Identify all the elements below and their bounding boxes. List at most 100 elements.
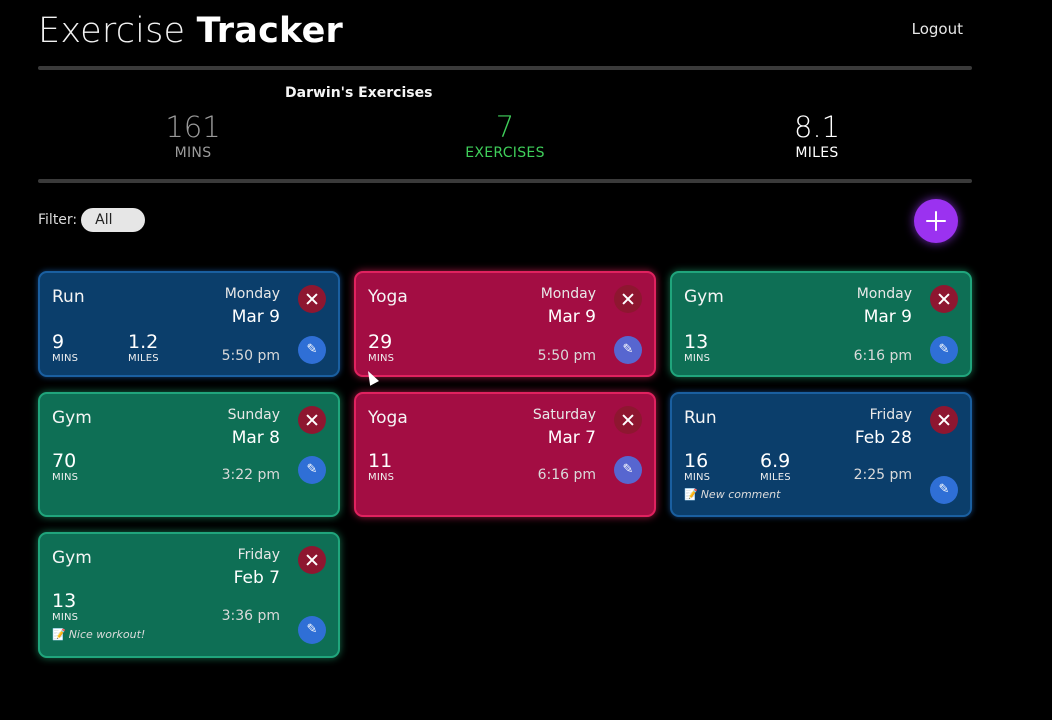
exercise-card: Yoga Monday Mar 9 29 MINS 5:50 pm ✎ <box>354 271 656 377</box>
delete-button[interactable] <box>298 546 326 574</box>
card-miles-value: 6.9 <box>760 450 791 472</box>
card-type: Yoga <box>368 408 408 428</box>
owner-label: Darwin's Exercises <box>285 85 433 101</box>
card-type: Yoga <box>368 287 408 307</box>
delete-button[interactable] <box>298 406 326 434</box>
exercise-card: Run Friday Feb 28 16 MINS 6.9 MILES 2:25… <box>670 392 972 517</box>
pencil-icon: ✎ <box>306 622 318 637</box>
card-date: Mar 9 <box>231 307 280 327</box>
edit-button[interactable]: ✎ <box>298 456 326 484</box>
card-type: Run <box>52 287 85 307</box>
card-date: Mar 9 <box>863 307 912 327</box>
exercise-card: Yoga Saturday Mar 7 11 MINS 6:16 pm ✎ <box>354 392 656 517</box>
exercise-card: Gym Sunday Mar 8 70 MINS 3:22 pm ✎ <box>38 392 340 517</box>
card-time: 6:16 pm <box>537 467 596 483</box>
card-day: Monday <box>856 286 912 302</box>
card-day: Friday <box>869 407 912 423</box>
logout-link[interactable]: Logout <box>911 20 963 38</box>
card-mins: 11 MINS <box>368 450 394 484</box>
delete-button[interactable] <box>614 406 642 434</box>
card-mins: 29 MINS <box>368 331 394 365</box>
card-mins-value: 13 <box>52 590 77 612</box>
stat-miles: 8.1 MILES <box>717 110 917 162</box>
pencil-icon: ✎ <box>622 462 634 477</box>
card-mins-value: 11 <box>368 450 393 472</box>
memo-icon: 📝 <box>684 488 698 501</box>
card-mins-value: 29 <box>368 331 393 353</box>
exercise-card: Run Monday Mar 9 9 MINS 1.2 MILES 5:50 p… <box>38 271 340 377</box>
card-mins-label: MINS <box>368 472 395 483</box>
pencil-icon: ✎ <box>306 462 318 477</box>
card-type: Gym <box>52 408 92 428</box>
card-miles-value: 1.2 <box>128 331 159 353</box>
filter-control: Filter: All <box>38 208 146 232</box>
card-date: Feb 28 <box>854 428 912 448</box>
card-mins-value: 70 <box>52 450 77 472</box>
stat-exercises-value: 7 <box>495 110 515 144</box>
edit-button[interactable]: ✎ <box>930 336 958 364</box>
card-time: 5:50 pm <box>537 348 596 364</box>
stat-mins-label: MINS <box>174 145 212 161</box>
card-type: Gym <box>52 548 92 568</box>
card-date: Mar 7 <box>547 428 596 448</box>
edit-button[interactable]: ✎ <box>614 336 642 364</box>
card-mins-label: MINS <box>52 353 79 364</box>
stat-exercises-label: EXERCISES <box>465 145 545 161</box>
delete-button[interactable] <box>298 285 326 313</box>
app-header: Exercise Tracker Logout <box>38 8 972 58</box>
add-exercise-button[interactable] <box>914 199 958 243</box>
card-mins: 16 MINS <box>684 450 710 484</box>
pencil-icon: ✎ <box>938 482 950 497</box>
summary-divider <box>38 179 972 183</box>
card-date: Mar 9 <box>547 307 596 327</box>
card-time: 3:22 pm <box>221 467 280 483</box>
header-divider <box>38 66 972 70</box>
edit-button[interactable]: ✎ <box>614 456 642 484</box>
app-title-bold: Tracker <box>196 11 343 51</box>
card-comment-text: New comment <box>700 488 781 501</box>
card-mins-value: 9 <box>52 331 65 353</box>
card-time: 2:25 pm <box>853 467 912 483</box>
card-miles-label: MILES <box>760 472 791 483</box>
app-title-light: Exercise <box>38 11 186 51</box>
pencil-icon: ✎ <box>306 342 318 357</box>
card-date: Feb 7 <box>233 568 280 588</box>
card-day: Friday <box>237 547 280 563</box>
card-time: 3:36 pm <box>221 608 280 624</box>
card-miles-label: MILES <box>128 353 159 364</box>
filter-label: Filter: <box>38 212 78 228</box>
app-title: Exercise Tracker <box>38 8 343 54</box>
card-type: Gym <box>684 287 724 307</box>
card-mins: 13 MINS <box>684 331 710 365</box>
card-comment: 📝 Nice workout! <box>52 628 145 641</box>
card-mins: 70 MINS <box>52 450 78 484</box>
card-mins-label: MINS <box>684 472 711 483</box>
edit-button[interactable]: ✎ <box>298 616 326 644</box>
memo-icon: 📝 <box>52 628 66 641</box>
delete-button[interactable] <box>614 285 642 313</box>
card-mins-label: MINS <box>52 472 79 483</box>
delete-button[interactable] <box>930 406 958 434</box>
stat-mins: 161 MINS <box>93 110 293 162</box>
card-day: Sunday <box>227 407 280 423</box>
card-miles: 1.2 MILES <box>128 331 159 365</box>
card-day: Monday <box>540 286 596 302</box>
card-comment-text: Nice workout! <box>68 628 146 641</box>
edit-button[interactable]: ✎ <box>930 476 958 504</box>
card-time: 5:50 pm <box>221 348 280 364</box>
stat-mins-value: 161 <box>165 110 221 144</box>
card-mins-value: 16 <box>684 450 709 472</box>
card-mins-value: 13 <box>684 331 709 353</box>
card-mins: 13 MINS <box>52 590 78 624</box>
delete-button[interactable] <box>930 285 958 313</box>
stat-miles-label: MILES <box>795 145 839 161</box>
stat-miles-value: 8.1 <box>793 110 841 144</box>
pencil-icon: ✎ <box>938 342 950 357</box>
filter-select[interactable]: All <box>81 208 146 232</box>
card-mins-label: MINS <box>52 612 79 623</box>
card-type: Run <box>684 408 717 428</box>
stat-exercises: 7 EXERCISES <box>405 110 605 162</box>
edit-button[interactable]: ✎ <box>298 336 326 364</box>
card-mins-label: MINS <box>684 353 711 364</box>
card-date: Mar 8 <box>231 428 280 448</box>
